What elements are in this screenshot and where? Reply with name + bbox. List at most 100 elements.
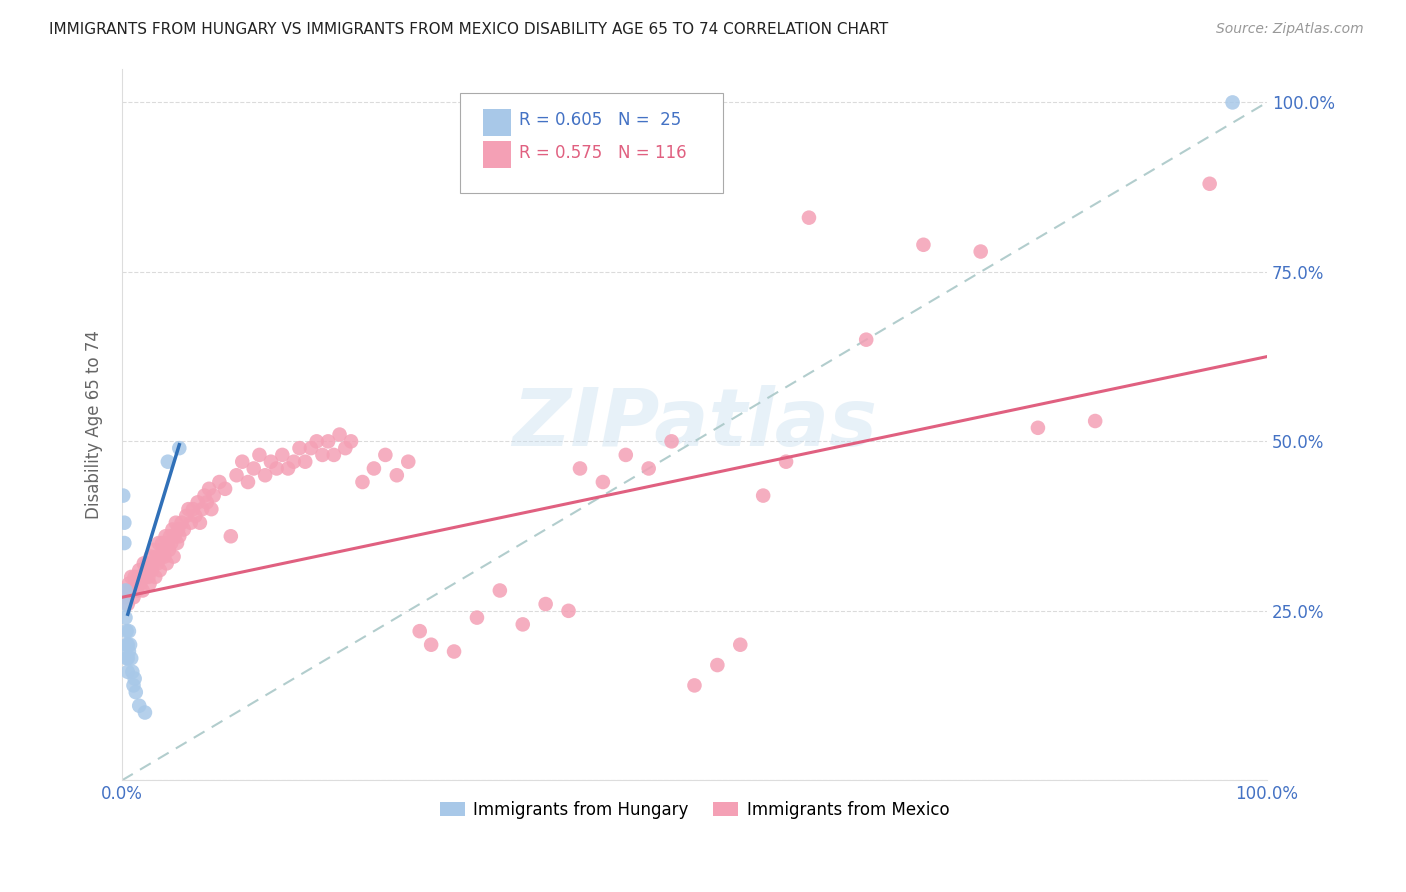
Point bbox=[169, 529, 191, 543]
Point bbox=[200, 502, 222, 516]
Point bbox=[127, 570, 149, 584]
Legend: Immigrants from Hungary, Immigrants from Mexico: Immigrants from Hungary, Immigrants from… bbox=[433, 794, 956, 825]
Point bbox=[160, 536, 183, 550]
Point bbox=[329, 427, 352, 442]
Point bbox=[266, 461, 288, 475]
Point bbox=[117, 638, 139, 652]
Point bbox=[335, 441, 357, 455]
Point bbox=[236, 475, 259, 489]
Point bbox=[115, 624, 138, 639]
Point bbox=[855, 333, 877, 347]
Point bbox=[143, 570, 166, 584]
Point bbox=[420, 638, 443, 652]
Point bbox=[1222, 95, 1244, 110]
Point bbox=[775, 455, 797, 469]
Text: ZIPatlas: ZIPatlas bbox=[512, 385, 877, 464]
Point bbox=[706, 658, 728, 673]
Point bbox=[169, 441, 191, 455]
Point bbox=[305, 434, 328, 449]
Point bbox=[489, 583, 512, 598]
Point bbox=[128, 563, 150, 577]
Point bbox=[156, 557, 179, 571]
Point bbox=[120, 583, 142, 598]
Point bbox=[125, 583, 148, 598]
Point bbox=[162, 549, 184, 564]
Point bbox=[614, 448, 637, 462]
Point bbox=[374, 448, 396, 462]
Point bbox=[136, 557, 159, 571]
Point bbox=[112, 489, 135, 503]
Point bbox=[112, 536, 135, 550]
Point bbox=[121, 665, 143, 679]
Point bbox=[115, 638, 138, 652]
Point bbox=[557, 604, 579, 618]
Point bbox=[115, 583, 138, 598]
Point bbox=[180, 516, 202, 530]
Point bbox=[193, 489, 215, 503]
Point bbox=[114, 583, 136, 598]
Point bbox=[132, 557, 155, 571]
Point bbox=[157, 542, 180, 557]
Point bbox=[131, 570, 153, 584]
Point bbox=[181, 502, 204, 516]
Point bbox=[118, 644, 141, 658]
Point bbox=[592, 475, 614, 489]
Point bbox=[120, 570, 142, 584]
Point bbox=[569, 461, 592, 475]
Point bbox=[117, 651, 139, 665]
Bar bbox=[482, 109, 512, 136]
Point bbox=[125, 685, 148, 699]
Point bbox=[148, 536, 170, 550]
Point bbox=[188, 516, 211, 530]
Point bbox=[443, 644, 465, 658]
Point bbox=[118, 576, 141, 591]
Point bbox=[352, 475, 374, 489]
Point bbox=[340, 434, 363, 449]
Point bbox=[177, 502, 200, 516]
Point bbox=[195, 495, 218, 509]
Point bbox=[134, 570, 156, 584]
Point bbox=[322, 448, 344, 462]
Point bbox=[797, 211, 820, 225]
Point bbox=[198, 482, 221, 496]
Point bbox=[730, 638, 752, 652]
Point bbox=[131, 583, 153, 598]
Point bbox=[316, 434, 339, 449]
Point bbox=[146, 557, 169, 571]
Point bbox=[173, 523, 195, 537]
Point bbox=[142, 557, 165, 571]
Point bbox=[114, 591, 136, 605]
Point bbox=[299, 441, 322, 455]
Point bbox=[363, 461, 385, 475]
Point bbox=[1198, 177, 1220, 191]
Point bbox=[143, 542, 166, 557]
Point bbox=[1084, 414, 1107, 428]
Point bbox=[149, 563, 172, 577]
Point bbox=[249, 448, 271, 462]
Point bbox=[149, 549, 172, 564]
Point bbox=[122, 591, 145, 605]
Point bbox=[120, 651, 142, 665]
Point bbox=[184, 508, 207, 523]
Point bbox=[167, 523, 190, 537]
Point bbox=[163, 529, 186, 543]
Point bbox=[128, 698, 150, 713]
Point bbox=[135, 563, 157, 577]
Point bbox=[118, 624, 141, 639]
Point bbox=[138, 570, 160, 584]
Point bbox=[115, 651, 138, 665]
Point bbox=[385, 468, 408, 483]
Point bbox=[214, 482, 236, 496]
Point bbox=[117, 597, 139, 611]
Point bbox=[150, 536, 173, 550]
Point bbox=[122, 678, 145, 692]
Point bbox=[124, 672, 146, 686]
Point bbox=[912, 237, 935, 252]
Point bbox=[661, 434, 683, 449]
Point bbox=[155, 529, 177, 543]
Text: R = 0.575   N = 116: R = 0.575 N = 116 bbox=[519, 144, 688, 161]
Point bbox=[311, 448, 333, 462]
Point bbox=[166, 536, 188, 550]
Text: Source: ZipAtlas.com: Source: ZipAtlas.com bbox=[1216, 22, 1364, 37]
Point bbox=[225, 468, 247, 483]
